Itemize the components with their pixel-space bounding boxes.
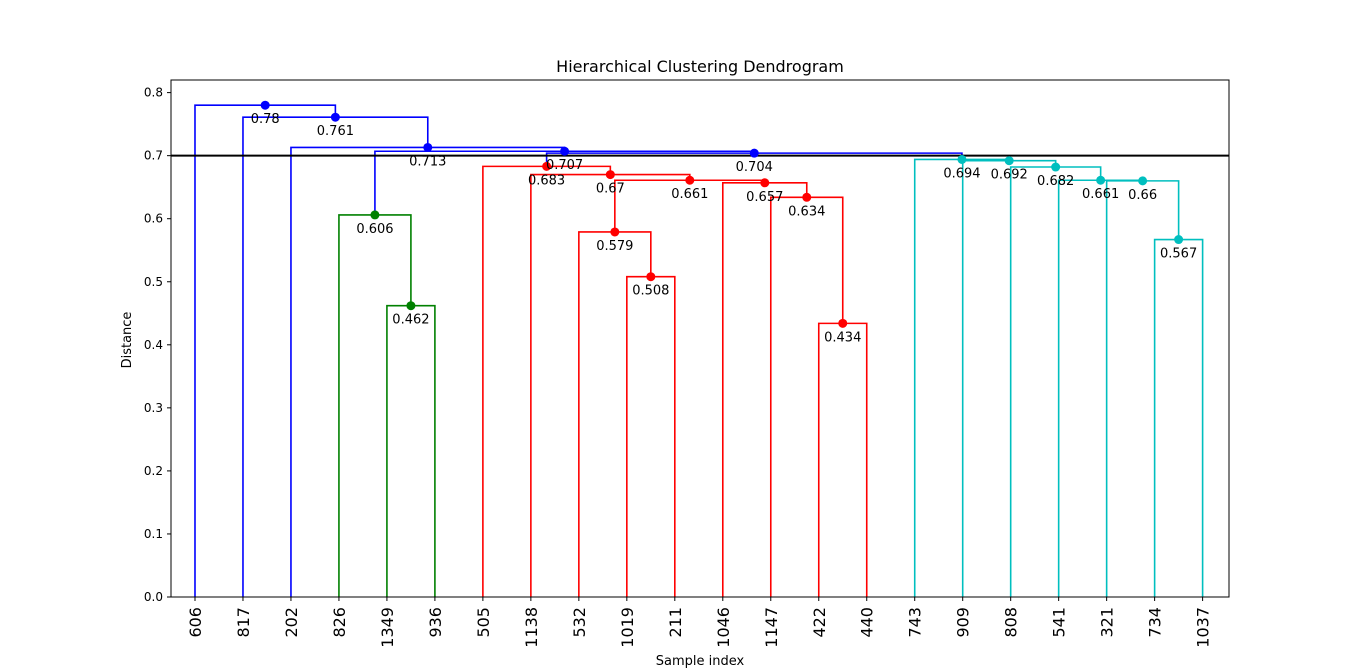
merge-point-2 [370, 210, 380, 220]
merge-label-5: 0.434 [824, 330, 861, 345]
x-tick-label-5: 936 [426, 607, 445, 638]
merge-point-10 [542, 161, 552, 171]
x-tick-label-21: 1037 [1194, 607, 1213, 648]
merge-point-1 [406, 301, 416, 311]
y-axis-label: Distance [120, 312, 135, 369]
x-tick-label-8: 532 [570, 607, 589, 638]
merge-label-6: 0.634 [788, 204, 825, 219]
x-tick-label-2: 202 [282, 607, 301, 638]
merge-point-7 [760, 178, 770, 188]
x-tick-label-17: 808 [1002, 607, 1021, 638]
y-tick-label-3: 0.3 [144, 401, 163, 415]
x-axis-label: Sample index [656, 654, 745, 669]
merge-label-10: 0.683 [528, 173, 565, 188]
y-tick-label-2: 0.2 [144, 464, 163, 478]
merge-label-13: 0.661 [1082, 187, 1119, 202]
x-tick-label-3: 826 [330, 607, 349, 638]
merge-label-15: 0.692 [991, 168, 1028, 183]
merge-label-16: 0.694 [943, 166, 980, 181]
merge-label-7: 0.657 [746, 190, 783, 205]
x-tick-label-12: 1147 [762, 607, 781, 648]
x-tick-label-0: 606 [186, 607, 205, 638]
merge-label-8: 0.661 [671, 187, 708, 202]
merge-point-8 [685, 175, 695, 185]
merge-point-20 [330, 112, 340, 122]
merge-label-21: 0.78 [251, 112, 280, 127]
x-tick-label-10: 211 [666, 607, 685, 638]
y-tick-label-8: 0.8 [144, 86, 163, 100]
merge-label-9: 0.67 [596, 182, 625, 197]
x-tick-label-13: 422 [810, 607, 829, 638]
merge-point-11 [1174, 235, 1184, 245]
merge-point-15 [1004, 156, 1014, 166]
merge-label-17: 0.704 [736, 160, 773, 175]
merge-point-16 [957, 154, 967, 164]
merge-label-14: 0.682 [1037, 174, 1074, 189]
y-tick-label-6: 0.6 [144, 212, 163, 226]
merge-label-3: 0.508 [632, 284, 669, 299]
y-axis: 0.0 0.1 0.2 0.3 0.4 0.5 0.6 0.7 0.8 [144, 86, 171, 604]
x-tick-label-15: 743 [906, 607, 925, 638]
x-tick-label-18: 541 [1050, 607, 1069, 638]
merge-label-19: 0.713 [409, 154, 446, 169]
x-tick-label-9: 1019 [618, 607, 637, 648]
x-tick-label-16: 909 [954, 607, 973, 638]
merge-point-3 [646, 272, 656, 282]
merge-point-18 [560, 146, 570, 156]
plot-frame [170, 79, 1230, 598]
merge-point-19 [423, 142, 433, 152]
y-tick-label-1: 0.1 [144, 527, 163, 541]
chart-title: Hierarchical Clustering Dendrogram [556, 57, 844, 76]
merge-label-1: 0.462 [392, 313, 429, 328]
merge-point-21 [260, 100, 270, 110]
x-tick-label-19: 321 [1098, 607, 1117, 638]
merge-label-18: 0.707 [546, 158, 583, 173]
merge-point-9 [605, 170, 615, 180]
merge-point-13 [1096, 175, 1106, 185]
x-tick-label-11: 1046 [714, 607, 733, 648]
merge-point-12 [1138, 176, 1148, 186]
y-tick-label-4: 0.4 [144, 338, 163, 352]
y-tick-label-5: 0.5 [144, 275, 163, 289]
x-tick-label-6: 505 [474, 607, 493, 638]
x-tick-label-4: 1349 [378, 607, 397, 648]
merge-label-11: 0.567 [1160, 247, 1197, 262]
merge-point-5 [838, 318, 848, 328]
x-tick-label-20: 734 [1146, 607, 1165, 638]
x-tick-label-14: 440 [858, 607, 877, 638]
merge-point-17 [749, 148, 759, 158]
merge-label-4: 0.579 [596, 239, 633, 254]
merge-label-12: 0.66 [1128, 188, 1157, 203]
merge-nodes: 0.462 0.606 0.508 0.579 0.434 0.634 0.657 0.661… [251, 100, 1197, 345]
x-axis: 606 817 202 826 1349 936 505 1138 532 1019 211 1046… [186, 597, 1213, 648]
y-tick-label-7: 0.7 [144, 149, 163, 163]
y-tick-label-0: 0.0 [144, 590, 163, 604]
merge-point-6 [802, 192, 812, 202]
merge-point-4 [610, 227, 620, 237]
x-tick-label-7: 1138 [522, 607, 541, 648]
merge-label-2: 0.606 [356, 222, 393, 237]
merge-label-20: 0.761 [317, 124, 354, 139]
merge-point-14 [1051, 162, 1061, 172]
x-tick-label-1: 817 [234, 607, 253, 638]
